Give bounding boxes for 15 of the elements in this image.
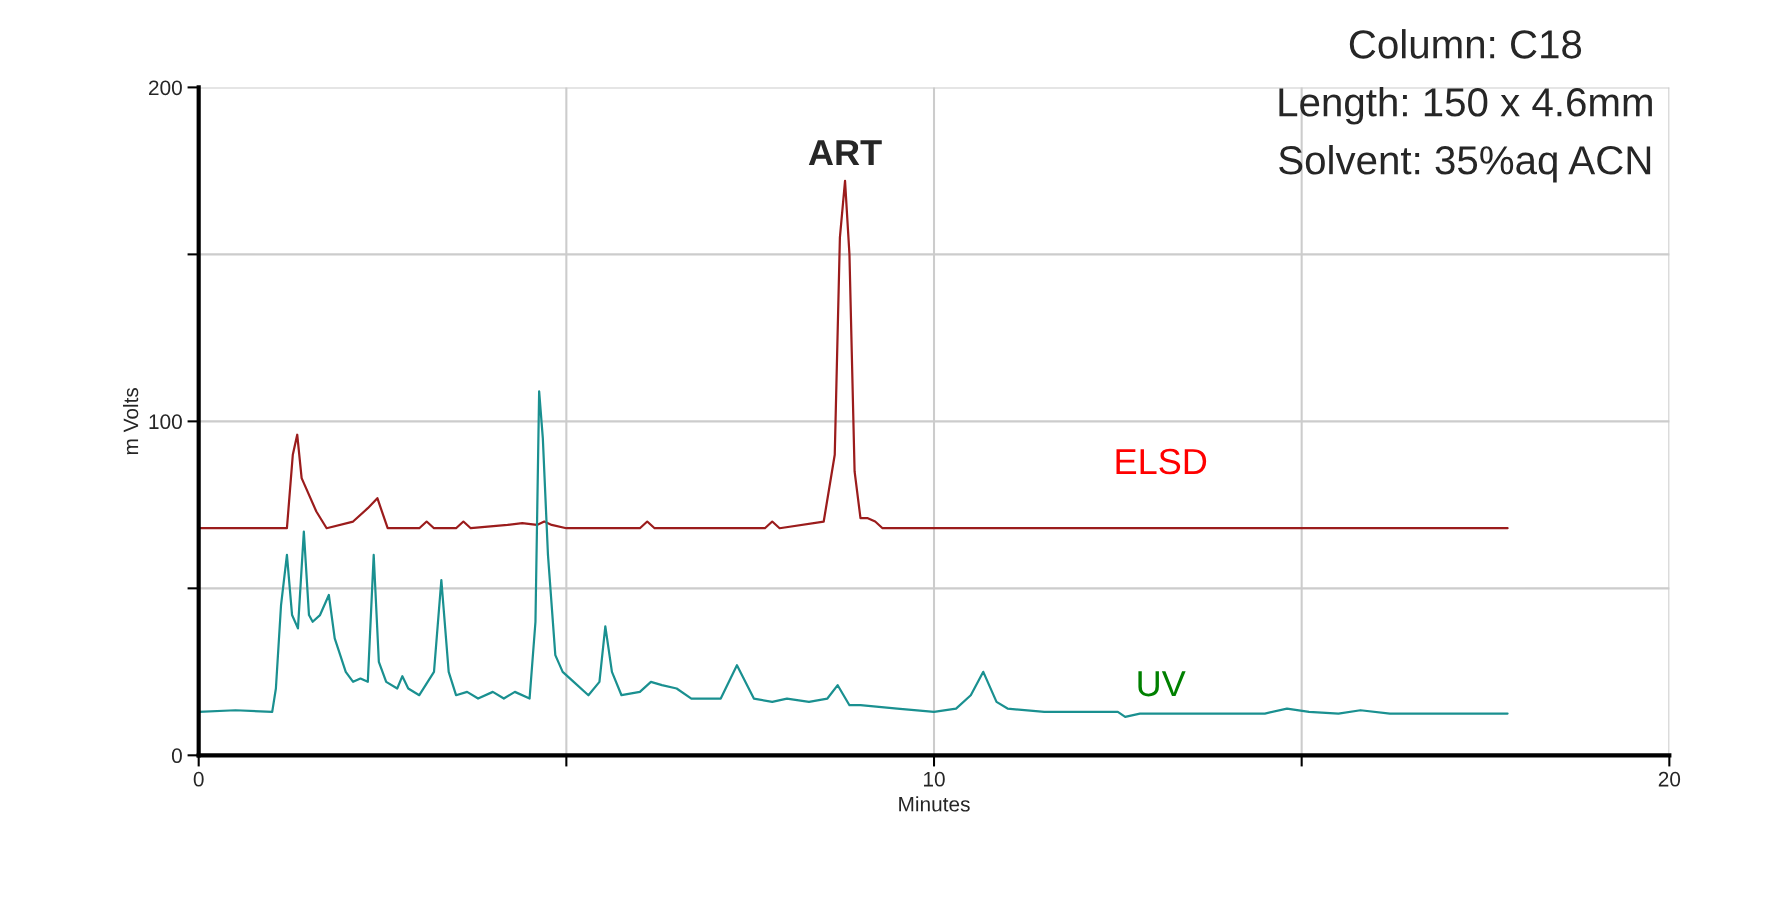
x-axis-title: Minutes	[899, 796, 970, 812]
x-tick-label: 10	[924, 771, 945, 787]
y-tick-label: 0	[171, 748, 182, 764]
text: Column: C18	[1349, 29, 1582, 59]
annotation: Length: 150 x 4.6mm	[1279, 87, 1652, 125]
x-tick-label: 20	[1658, 771, 1681, 787]
annotation: ART	[808, 140, 882, 166]
series-label: UV	[1138, 671, 1186, 697]
x-tick-label: 0	[193, 771, 204, 787]
y-axis-title: m Volts	[122, 387, 139, 455]
line-series	[198, 390, 1509, 719]
y-tick-label: 200	[149, 80, 182, 96]
y-tick-label: 100	[149, 414, 182, 430]
series-label: ELSD	[1116, 448, 1207, 475]
annotation: Solvent: 35%aq ACN	[1279, 144, 1651, 183]
